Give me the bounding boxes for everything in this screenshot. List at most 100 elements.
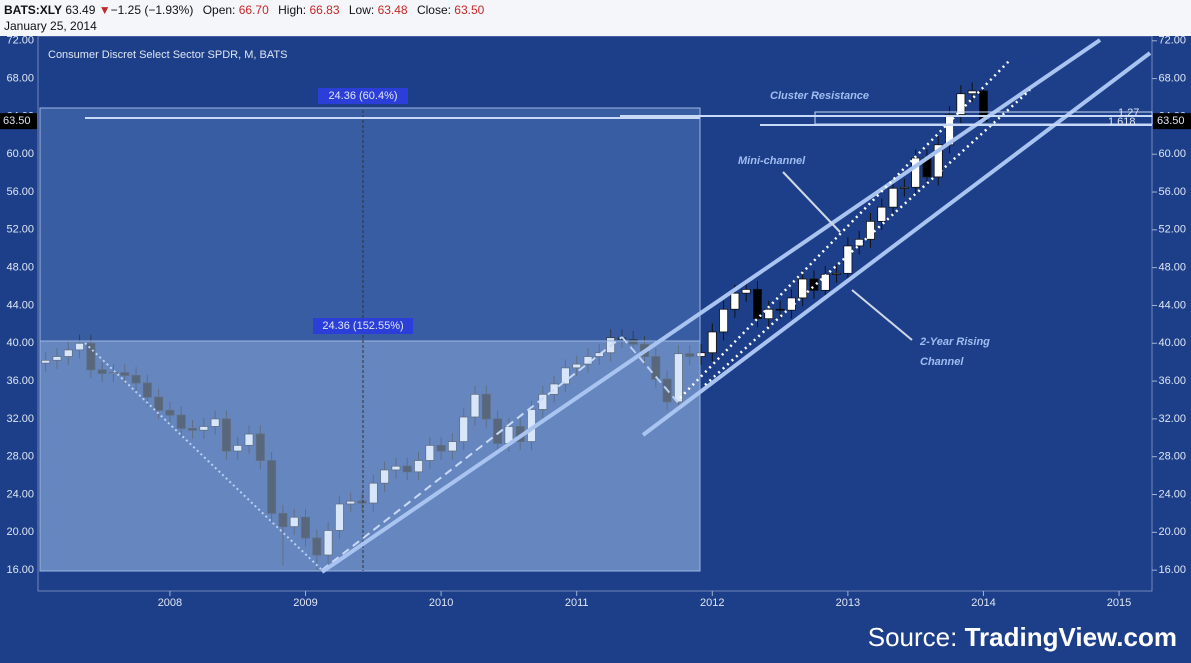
y-tick-label: 20.00 <box>1158 526 1186 538</box>
source: Source: TradingView.com <box>868 622 1177 653</box>
measure-label: 24.36 (152.55%) <box>322 320 403 332</box>
y-tick-label: 72.00 <box>6 35 34 47</box>
y-tick-label: 48.00 <box>6 262 34 274</box>
label: Close: <box>416 3 451 17</box>
arrow: ▼ <box>98 3 111 17</box>
y-tick-label: 36.00 <box>6 375 34 387</box>
y-tick-label: 32.00 <box>1158 413 1186 425</box>
candle-body <box>877 206 887 222</box>
candle-body <box>707 331 717 354</box>
candle-body <box>933 144 943 178</box>
price: 63.49 <box>65 3 96 17</box>
y-tick-label: 24.00 <box>1158 488 1186 500</box>
date: January 25, 2014 <box>4 19 97 33</box>
price-marker <box>1153 113 1191 130</box>
candle-body <box>741 288 751 294</box>
y-tick-label: 44.00 <box>1158 299 1186 311</box>
candle-body <box>775 308 785 311</box>
chart-title: Consumer Discret Select Sector SPDR, M, … <box>48 49 287 61</box>
fib-label: 1.618 <box>1108 116 1136 128</box>
candle-body <box>753 288 762 320</box>
source-site: TradingView.com <box>964 622 1177 652</box>
y-tick-label: 16.00 <box>6 564 34 576</box>
y-tick-label: 40.00 <box>1158 337 1186 349</box>
candle-body <box>730 292 740 310</box>
price-marker-label: 63.50 <box>3 115 31 127</box>
y-tick-label: 68.00 <box>6 72 34 84</box>
y-tick-label: 56.00 <box>1158 186 1186 198</box>
candle-body <box>899 186 909 189</box>
price-marker <box>0 113 37 130</box>
candle-body <box>719 308 729 333</box>
fib-label: 1.27 <box>1118 107 1139 119</box>
value: 66.70 <box>238 3 269 17</box>
x-tick-label: 2012 <box>700 597 724 609</box>
x-tick-label: 2011 <box>565 597 589 609</box>
candle-body <box>820 273 830 291</box>
measure-label-box <box>318 88 408 104</box>
change: −1.25 (−1.93%) <box>110 3 194 17</box>
candle-body <box>866 220 875 240</box>
value: 63.50 <box>454 3 485 17</box>
mini-channel-line <box>679 59 1011 399</box>
x-tick-label: 2009 <box>293 597 317 609</box>
y-tick-label: 20.00 <box>6 526 34 538</box>
price-marker-label: 63.50 <box>1157 115 1185 127</box>
pointer <box>782 171 841 233</box>
label: High: <box>278 3 307 17</box>
value: 63.48 <box>377 3 408 17</box>
y-tick-label: 36.00 <box>1158 375 1186 387</box>
measure-box-lower <box>39 340 701 572</box>
y-tick-label: 28.00 <box>6 451 34 463</box>
value: 66.83 <box>309 3 340 17</box>
y-tick-label: 68.00 <box>1158 72 1186 84</box>
dashed-trend-line <box>321 336 623 571</box>
y-tick-label: 40.00 <box>6 337 34 349</box>
y-tick-label: 44.00 <box>6 299 34 311</box>
candle-body <box>956 93 966 115</box>
y-tick-label: 28.00 <box>1158 451 1186 463</box>
y-tick-label: 48.00 <box>1158 262 1186 274</box>
candle-body <box>832 272 842 275</box>
pointer <box>851 289 913 341</box>
y-tick-label: 52.00 <box>6 224 34 236</box>
y-tick-label: 24.00 <box>6 488 34 500</box>
y-tick-label: 56.00 <box>6 186 34 198</box>
x-tick-label: 2010 <box>429 597 453 609</box>
annotation: 2-Year Rising <box>919 336 990 348</box>
candle-body <box>798 278 808 299</box>
measure-label-box <box>313 318 413 334</box>
measure-box-upper <box>39 107 701 342</box>
x-tick-label: 2014 <box>971 597 995 609</box>
annotation: Cluster Resistance <box>770 90 869 102</box>
y-tick-label: 60.00 <box>6 148 34 160</box>
candle-body <box>809 278 819 291</box>
dashed-trend-line <box>621 336 681 406</box>
y-tick-label: 60.00 <box>1158 148 1186 160</box>
y-tick-label: 16.00 <box>1158 564 1186 576</box>
candle-body <box>967 90 977 95</box>
candle-body <box>764 308 774 320</box>
channel-line-upper <box>320 38 1102 574</box>
x-tick-label: 2015 <box>1107 597 1131 609</box>
y-tick-label: 52.00 <box>1158 224 1186 236</box>
mini-channel-line <box>704 89 1031 386</box>
header: BATS:XLY 63.49 ▼−1.25 (−1.93%) Open: 66.… <box>0 0 1191 36</box>
candle-body <box>854 238 864 247</box>
symbol: BATS:XLY <box>4 3 63 17</box>
y-tick-label: 72.00 <box>1158 35 1186 47</box>
measure-label: 24.36 (60.4%) <box>328 90 397 102</box>
label: Open: <box>202 3 236 17</box>
x-tick-label: 2013 <box>836 597 860 609</box>
x-tick-label: 2008 <box>158 597 182 609</box>
annotation: Channel <box>920 356 964 368</box>
candle-body <box>888 187 898 208</box>
candle-body <box>843 245 853 274</box>
y-tick-label: 32.00 <box>6 413 34 425</box>
label: Low: <box>348 3 375 17</box>
annotation: Mini-channel <box>738 155 806 167</box>
quote-row: BATS:XLY 63.49 ▼−1.25 (−1.93%) Open: 66.… <box>4 3 484 17</box>
source-prefix: Source: <box>867 622 958 652</box>
